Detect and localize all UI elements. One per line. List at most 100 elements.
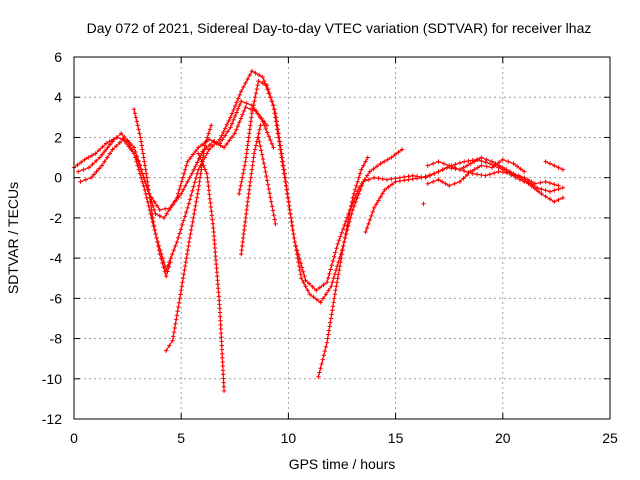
data-point xyxy=(339,255,344,261)
data-point xyxy=(310,284,315,290)
data-point xyxy=(121,137,126,142)
data-point xyxy=(183,167,188,172)
data-point xyxy=(242,223,247,229)
data-point xyxy=(492,170,497,176)
data-point xyxy=(201,147,207,152)
data-point xyxy=(177,296,182,301)
data-point xyxy=(161,215,167,221)
data-point xyxy=(126,144,131,149)
data-point xyxy=(332,292,338,297)
data-point xyxy=(245,76,250,82)
data-point xyxy=(193,175,199,181)
data-point xyxy=(180,222,185,228)
data-point xyxy=(208,204,214,210)
data-point xyxy=(326,328,332,333)
data-point xyxy=(179,288,184,293)
data-point xyxy=(207,192,212,197)
data-point xyxy=(389,176,394,182)
data-point xyxy=(489,165,495,170)
data-point xyxy=(246,135,251,140)
series-arc-13 xyxy=(425,157,527,188)
data-point xyxy=(78,160,84,165)
data-point xyxy=(221,384,227,389)
data-point xyxy=(224,122,230,127)
data-point xyxy=(215,286,221,291)
data-point xyxy=(219,339,224,344)
data-point xyxy=(229,134,235,140)
data-point xyxy=(170,251,175,257)
x-tick-label: 0 xyxy=(70,430,78,446)
data-point xyxy=(345,219,351,225)
data-point xyxy=(472,159,477,164)
data-point xyxy=(462,159,467,164)
data-point xyxy=(436,169,441,174)
data-point xyxy=(138,175,144,180)
series-arc-6 xyxy=(196,151,227,394)
data-point xyxy=(397,178,403,184)
data-point xyxy=(497,160,502,165)
series-layer xyxy=(71,68,566,394)
data-point xyxy=(241,108,247,114)
data-point xyxy=(155,243,161,249)
data-point xyxy=(196,145,201,150)
data-point xyxy=(371,175,377,180)
data-point xyxy=(339,251,345,257)
data-point xyxy=(504,170,510,176)
data-point xyxy=(430,179,436,184)
data-point xyxy=(283,175,288,180)
data-point xyxy=(118,131,124,136)
data-point xyxy=(218,322,223,328)
data-point xyxy=(514,164,520,169)
data-point xyxy=(132,111,138,116)
data-point xyxy=(329,312,334,317)
data-point xyxy=(330,304,336,309)
data-point xyxy=(331,254,337,259)
data-point xyxy=(273,111,278,116)
data-point xyxy=(175,191,181,196)
data-point xyxy=(257,127,262,132)
data-point xyxy=(268,195,273,200)
data-point xyxy=(96,166,102,171)
data-point xyxy=(141,155,146,160)
data-point xyxy=(173,317,179,322)
data-point xyxy=(241,231,246,237)
data-point xyxy=(283,179,289,184)
data-point xyxy=(247,72,253,78)
data-point xyxy=(180,175,186,180)
data-point xyxy=(359,183,365,188)
data-point xyxy=(191,167,196,173)
data-point xyxy=(316,374,321,379)
data-point xyxy=(242,163,247,168)
data-point xyxy=(457,167,463,172)
data-point xyxy=(443,181,448,186)
data-point xyxy=(300,269,306,274)
data-point xyxy=(221,376,226,381)
data-point xyxy=(317,285,323,290)
data-point xyxy=(186,239,192,245)
data-point xyxy=(217,310,223,315)
data-point xyxy=(356,175,362,180)
data-point xyxy=(190,219,195,225)
data-point xyxy=(245,143,250,148)
data-point xyxy=(237,102,242,108)
data-point xyxy=(356,191,362,196)
data-point xyxy=(269,99,275,104)
data-point xyxy=(298,261,303,266)
data-point xyxy=(333,250,338,255)
data-point xyxy=(194,195,200,200)
data-point xyxy=(291,235,297,241)
data-point xyxy=(244,207,249,213)
data-point xyxy=(252,147,258,152)
x-tick-label: 15 xyxy=(388,430,404,446)
data-point xyxy=(218,330,224,336)
data-point xyxy=(149,207,154,213)
data-point xyxy=(182,263,188,269)
data-point xyxy=(504,167,509,172)
data-point xyxy=(257,139,262,144)
data-point xyxy=(484,164,489,169)
data-point xyxy=(186,201,192,206)
x-axis-label: GPS time / hours xyxy=(289,456,396,472)
data-point xyxy=(331,300,336,305)
data-point xyxy=(249,68,255,74)
